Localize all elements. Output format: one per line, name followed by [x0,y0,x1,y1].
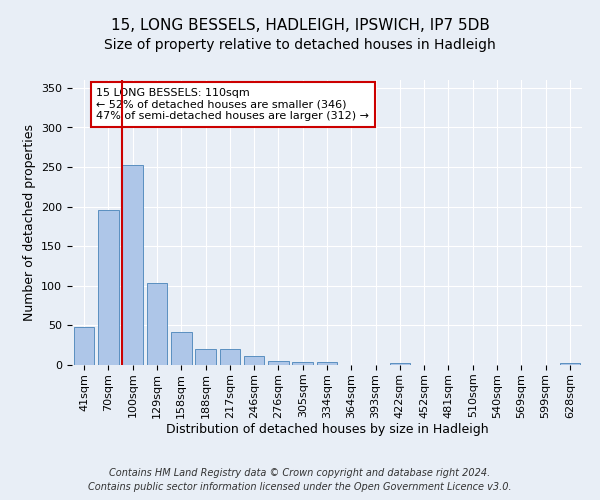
Bar [195,349,216,365]
Bar [171,332,191,365]
Y-axis label: Number of detached properties: Number of detached properties [23,124,35,321]
Bar [74,327,94,365]
Text: Contains public sector information licensed under the Open Government Licence v3: Contains public sector information licen… [88,482,512,492]
Text: 15 LONG BESSELS: 110sqm
← 52% of detached houses are smaller (346)
47% of semi-d: 15 LONG BESSELS: 110sqm ← 52% of detache… [96,88,369,121]
Text: Contains HM Land Registry data © Crown copyright and database right 2024.: Contains HM Land Registry data © Crown c… [109,468,491,477]
X-axis label: Distribution of detached houses by size in Hadleigh: Distribution of detached houses by size … [166,424,488,436]
Bar [317,362,337,365]
Text: 15, LONG BESSELS, HADLEIGH, IPSWICH, IP7 5DB: 15, LONG BESSELS, HADLEIGH, IPSWICH, IP7… [110,18,490,32]
Bar [146,284,167,365]
Bar [389,364,410,365]
Text: Size of property relative to detached houses in Hadleigh: Size of property relative to detached ho… [104,38,496,52]
Bar [292,362,313,365]
Bar [220,349,240,365]
Bar [122,166,143,365]
Bar [98,210,119,365]
Bar [268,361,289,365]
Bar [560,364,580,365]
Bar [244,356,265,365]
